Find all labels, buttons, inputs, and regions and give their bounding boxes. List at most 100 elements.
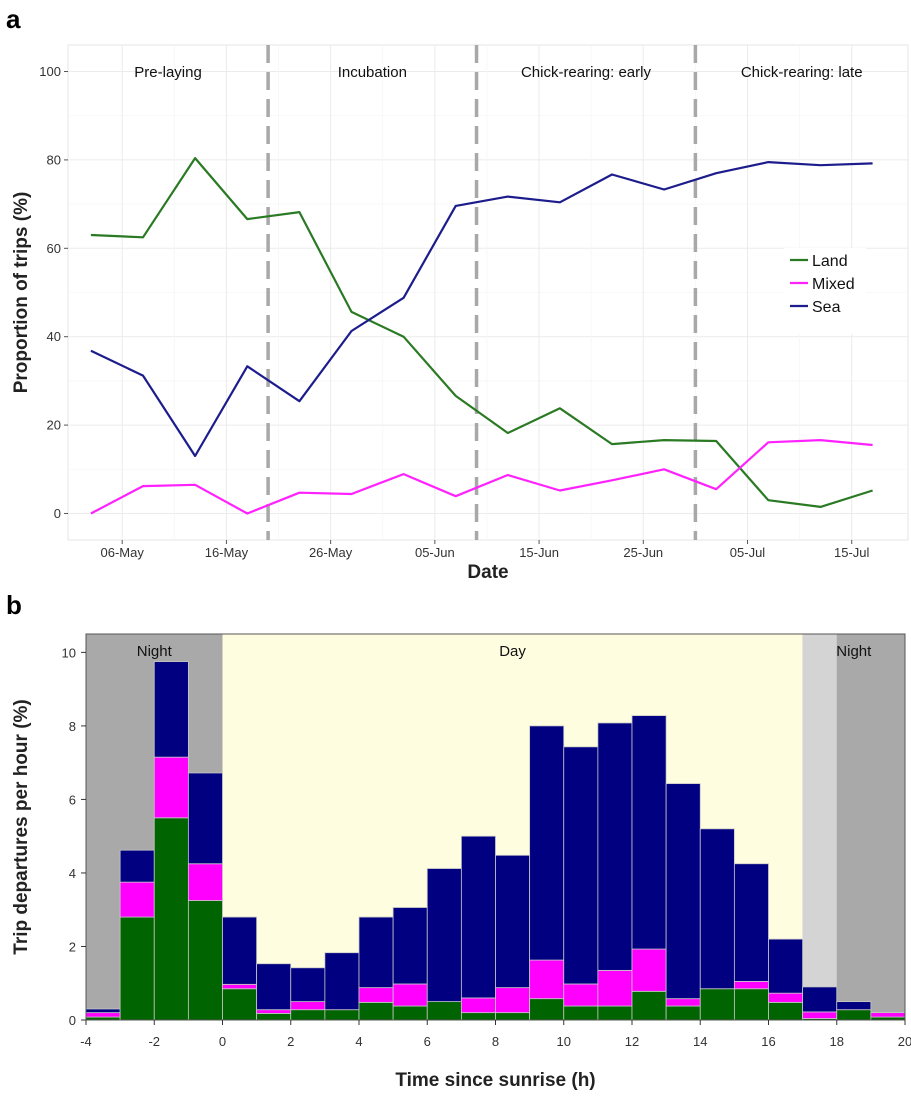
y-tick-label: 20 <box>47 418 61 433</box>
legend-label: Mixed <box>812 276 855 293</box>
bar-segment-mixed <box>460 997 496 1014</box>
x-tick-label: 2 <box>287 1034 294 1049</box>
y-tick-label: 0 <box>69 1013 76 1028</box>
bar-segment-mixed <box>222 983 258 990</box>
bar-segment-land <box>324 1009 360 1021</box>
bar-segment-mixed <box>153 756 189 819</box>
panel-letter-b: b <box>6 590 22 620</box>
legend: Land Mixed Sea <box>784 248 866 334</box>
bar-segment-sea <box>665 783 701 1000</box>
x-tick-label: 12 <box>625 1034 639 1049</box>
x-axis-title: Time since sunrise (h) <box>395 1070 595 1091</box>
x-tick-label: 8 <box>492 1034 499 1049</box>
bar-segment-mixed <box>85 1012 121 1018</box>
x-tick-label: 14 <box>693 1034 707 1049</box>
bar-segment-sea <box>529 725 565 961</box>
bar-segment-mixed <box>733 981 769 990</box>
bar-segment-land <box>290 1009 326 1021</box>
bar-segment-sea <box>324 952 360 1011</box>
bar-segment-land <box>631 990 667 1021</box>
bar-segment-land <box>426 1001 462 1021</box>
x-axis-ticks: 06-May 16-May 26-May 05-Jun 15-Jun 25-Jun 05-J… <box>101 540 870 560</box>
series-line-sea <box>90 161 873 458</box>
series-line-land <box>90 157 873 508</box>
bar-segment-mixed <box>870 1012 906 1018</box>
bar-segment-land <box>153 817 189 1021</box>
bar-segment-mixed <box>495 987 531 1014</box>
bar-segment-sea <box>768 938 804 994</box>
series-lines <box>90 157 873 515</box>
legend-label: Sea <box>812 299 841 316</box>
bar-segment-land <box>665 1005 701 1021</box>
bar-segment-land <box>529 998 565 1021</box>
bar-segment-land <box>495 1012 531 1021</box>
x-tick-label: -4 <box>80 1034 92 1049</box>
y-tick-label: 2 <box>69 939 76 954</box>
series-line-mixed <box>90 439 873 515</box>
legend-background <box>784 248 866 334</box>
legend-label: Land <box>812 253 848 270</box>
bar-segment-land <box>256 1012 292 1021</box>
bar-segment-land <box>187 900 223 1021</box>
bar-segment-sea <box>460 835 496 999</box>
phase-label: Chick-rearing: late <box>741 64 863 81</box>
bar-segment-sea <box>222 916 258 985</box>
bar-segment-sea <box>187 772 223 865</box>
x-tick-label: 15-Jul <box>834 545 870 560</box>
bar-segment-mixed <box>529 959 565 1000</box>
x-tick-label: 15-Jun <box>519 545 559 560</box>
stacked-bar-chart-panel: Night Day Night 0 2 4 6 8 10 -4 -2 0 2 4 6 8 10 12 14 16 1… <box>11 633 911 1091</box>
bar-segment-mixed <box>187 863 223 901</box>
shading-label: Night <box>836 643 872 660</box>
bar-segment-mixed <box>358 987 394 1003</box>
day-night-labels: Night Day Night <box>137 643 872 660</box>
x-tick-label: 4 <box>355 1034 362 1049</box>
bar-segment-sea <box>563 746 599 985</box>
bar-segment-land <box>563 1005 599 1021</box>
y-tick-label: 6 <box>69 792 76 807</box>
y-tick-label: 100 <box>39 64 61 79</box>
bar-segment-sea <box>631 715 667 950</box>
bar-segment-sea <box>495 854 531 989</box>
bar-segment-mixed <box>392 983 428 1007</box>
x-tick-label: 26-May <box>309 545 353 560</box>
shading-twilight <box>802 634 837 1020</box>
bar-segment-sea <box>802 986 838 1013</box>
y-tick-label: 0 <box>54 506 61 521</box>
y-axis-ticks: 0 20 40 60 80 100 <box>39 64 68 521</box>
bar-segment-sea <box>85 1008 121 1014</box>
phase-label: Pre-laying <box>134 64 202 81</box>
y-axis-title: Trip departures per hour (%) <box>11 699 32 954</box>
bar-segment-land <box>460 1012 496 1021</box>
shading-label: Night <box>137 643 173 660</box>
line-chart-panel: Pre-laying Incubation Chick-rearing: early… <box>11 44 909 583</box>
x-tick-label: -2 <box>148 1034 160 1049</box>
x-axis-ticks: -4 -2 0 2 4 6 8 10 12 14 16 18 20 <box>80 1020 911 1049</box>
y-tick-label: 60 <box>47 241 61 256</box>
bar-segment-sea <box>597 722 633 971</box>
bar-segment-land <box>836 1009 872 1021</box>
bar-segment-mixed <box>290 1001 326 1011</box>
x-tick-label: 06-May <box>101 545 145 560</box>
bar-segment-mixed <box>563 983 599 1007</box>
bar-segment-land <box>222 988 258 1021</box>
y-axis-title: Proportion of trips (%) <box>11 192 32 394</box>
x-tick-label: 05-Jun <box>415 545 455 560</box>
bar-segment-land <box>119 916 155 1021</box>
bar-segment-mixed <box>802 1011 838 1019</box>
x-tick-label: 16 <box>761 1034 775 1049</box>
bar-segment-sea <box>153 661 189 758</box>
shading-label: Day <box>499 643 526 660</box>
bar-segment-sea <box>290 967 326 1003</box>
bar-segment-land <box>392 1005 428 1021</box>
x-tick-label: 0 <box>219 1034 226 1049</box>
bar-segment-mixed <box>631 948 667 992</box>
bar-segment-land <box>699 988 735 1021</box>
panel-letter-a: a <box>6 4 21 34</box>
bar-segment-sea <box>392 907 428 985</box>
x-tick-label: 05-Jul <box>730 545 766 560</box>
bar-segment-land <box>358 1001 394 1021</box>
bar-segment-sea <box>733 863 769 982</box>
x-tick-label: 10 <box>557 1034 571 1049</box>
